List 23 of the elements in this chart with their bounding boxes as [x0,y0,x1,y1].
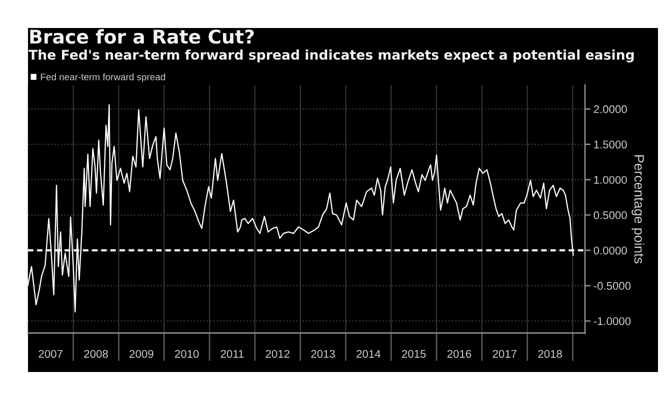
y-tick-label: 0.0000 [594,246,627,254]
chart-subtitle: The Fed's near-term forward spread indicates markets expect a potential easing [28,49,634,62]
y-tick-label: -0.5000 [594,282,631,290]
y-tick-label: 1.0000 [594,176,627,184]
x-tick-label: 2013 [311,350,335,358]
x-tick-label: 2011 [220,350,244,358]
x-tick-label: 2018 [538,350,562,358]
x-tick-label: 2009 [130,350,154,358]
x-tick-label: 2015 [402,350,426,358]
x-tick-label: 2010 [175,350,199,358]
x-tick-label: 2012 [266,350,290,358]
y-tick-label: -1.0000 [594,317,631,326]
x-tick-label: 2016 [447,350,472,358]
y-axis-title: Percentage points [632,155,644,264]
x-tick-label: 2008 [84,350,108,358]
x-tick-label: 2007 [38,350,62,358]
y-tick-label: 2.0000 [594,105,627,114]
legend-label: Fed near-term forward spread [40,73,166,82]
x-tick-label: 2014 [356,350,380,358]
chart-title: Brace for a Rate Cut? [30,29,254,44]
y-tick-label: 0.5000 [594,211,627,220]
y-tick-label: 1.5000 [594,140,627,148]
x-tick-label: 2017 [492,350,516,358]
